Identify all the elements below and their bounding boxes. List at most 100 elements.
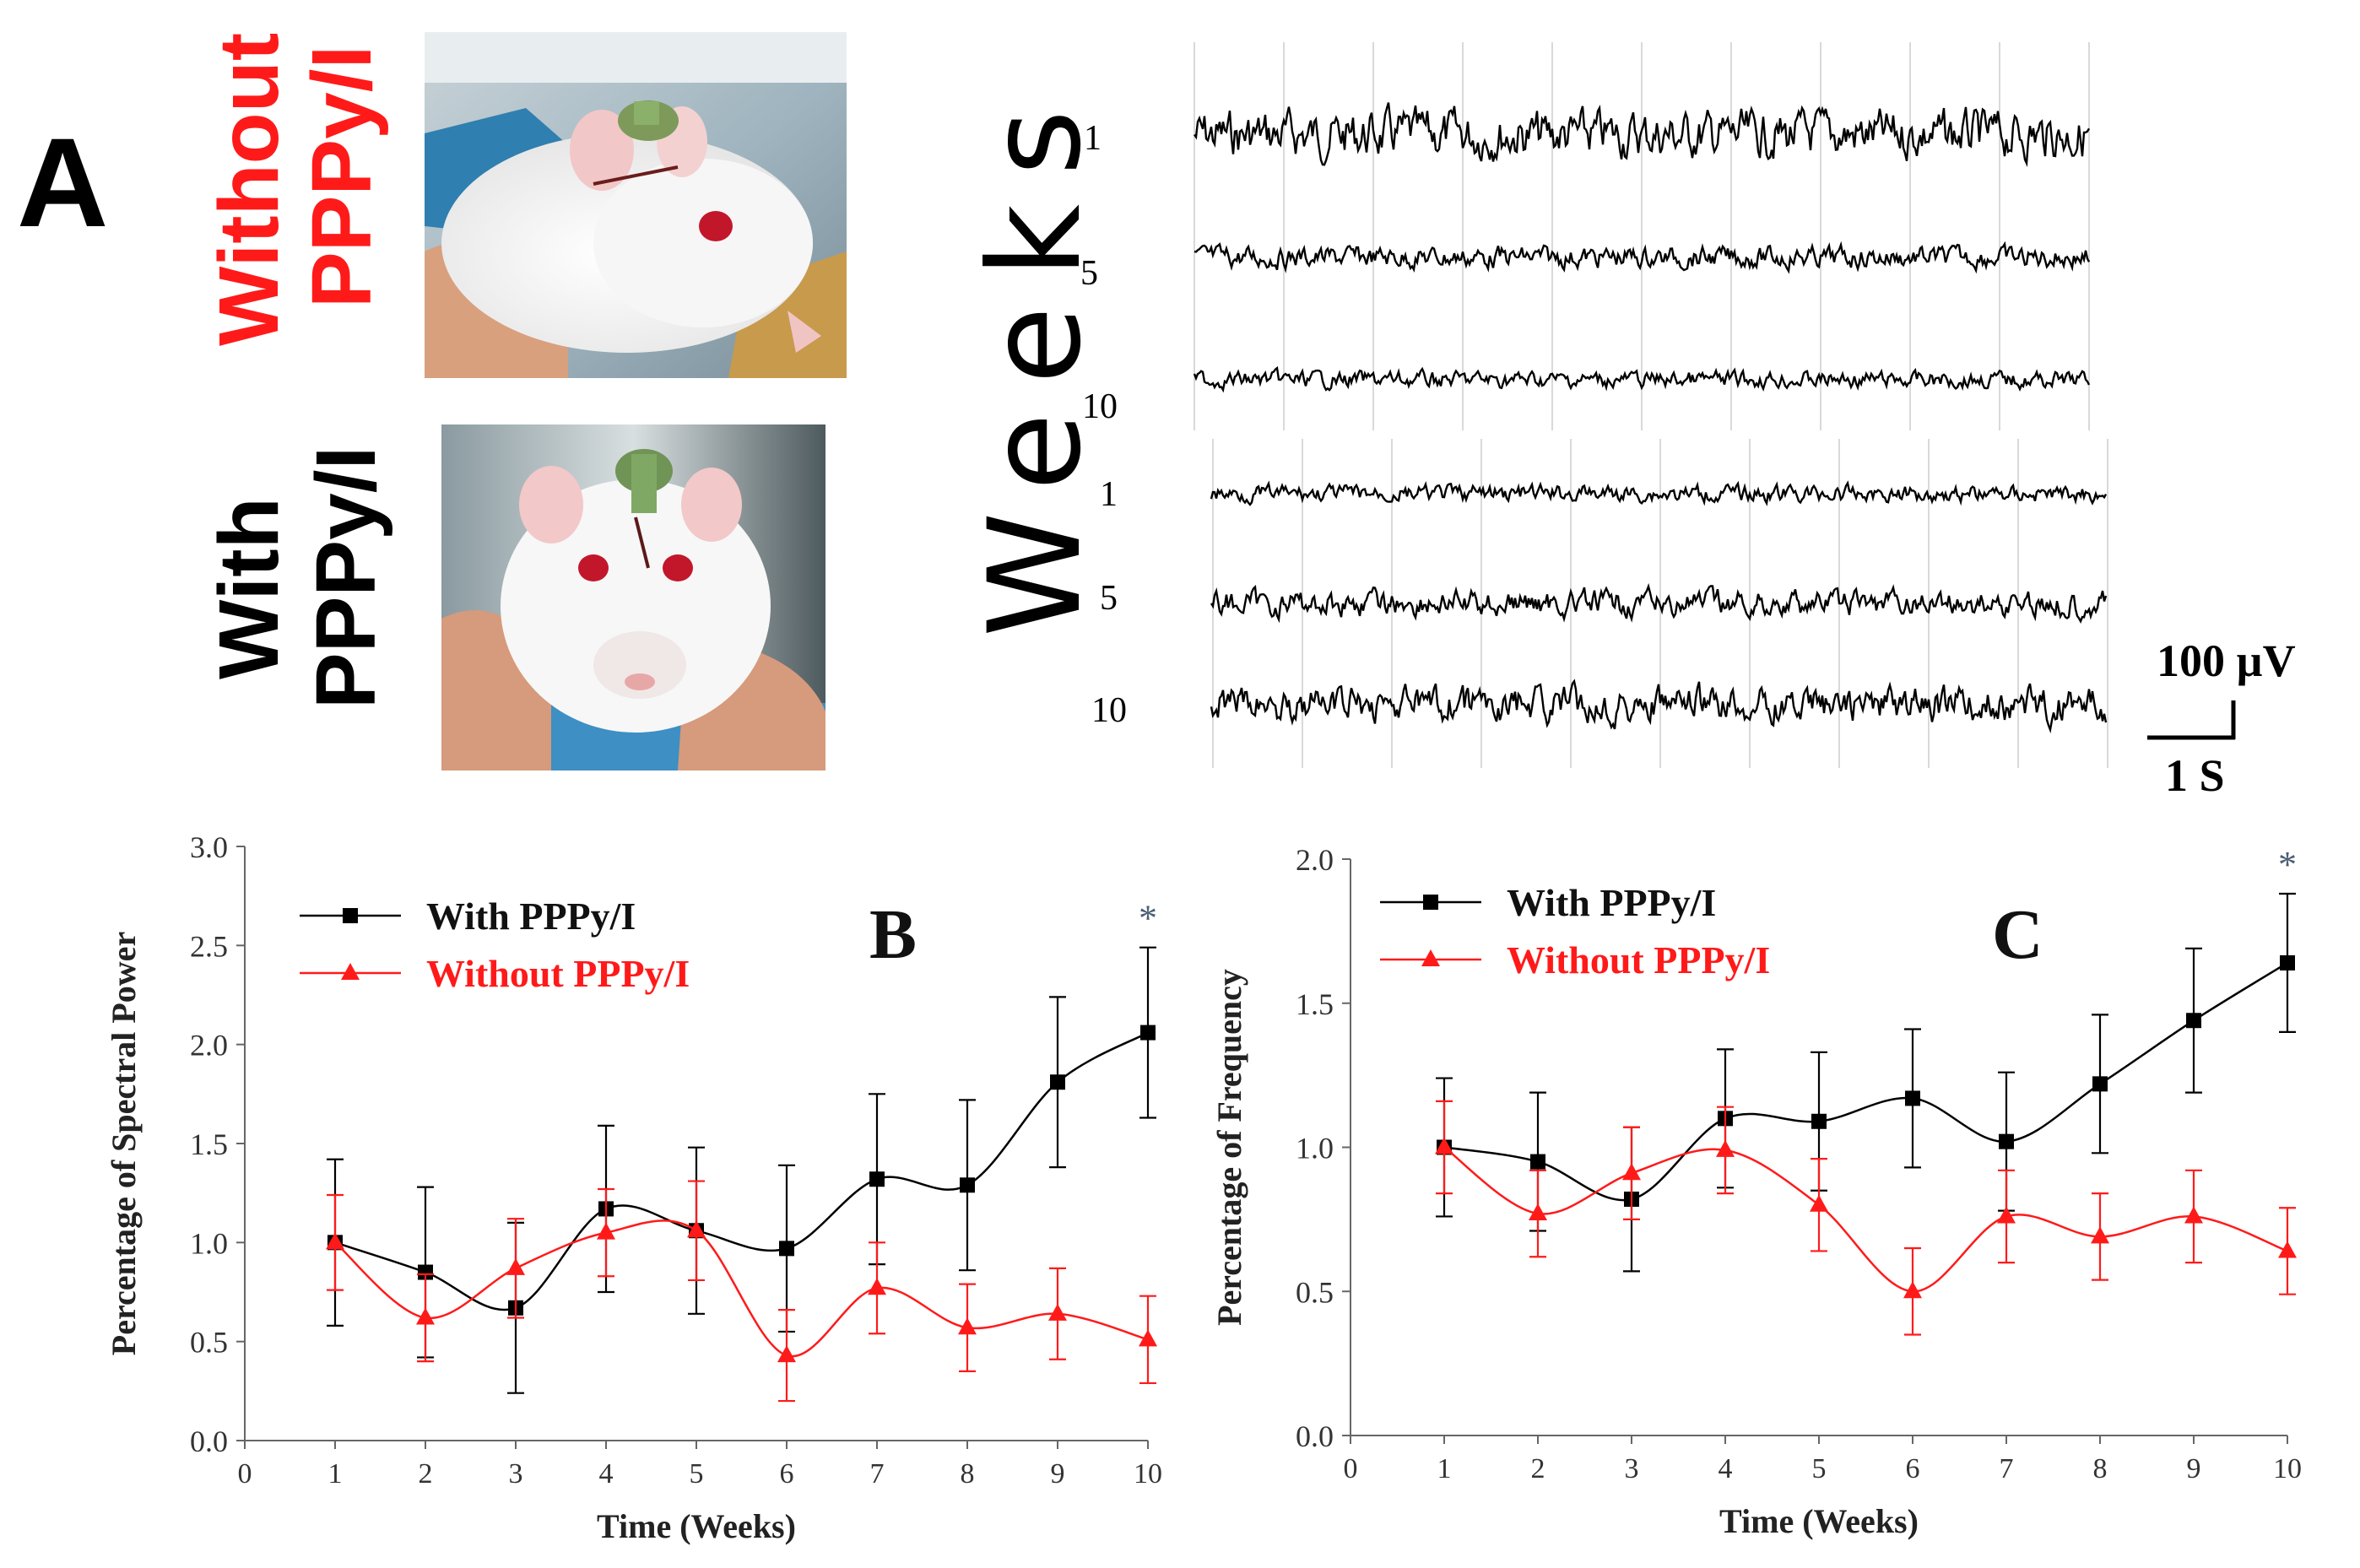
series-line-without xyxy=(1443,1146,2288,1293)
legend-label-without: Without PPPy/I xyxy=(1507,938,1770,981)
data-point-with xyxy=(779,1241,794,1257)
x-tick-label: 8 xyxy=(961,1458,975,1490)
data-point-without xyxy=(1716,1139,1735,1157)
x-tick-label: 0 xyxy=(1344,1453,1358,1484)
x-tick-label: 0 xyxy=(238,1458,252,1490)
chart-c: 0.0 0.5 1.0 1.5 2.0 0 1 2 3 4 5 6 7 8 9 10 Time (Weeks) P… xyxy=(1210,843,2302,1540)
week-label-without-10: 10 xyxy=(1082,387,1118,426)
eeg-trace-with-week-5 xyxy=(1210,582,2108,624)
data-point-with xyxy=(960,1177,975,1193)
x-tick-label: 10 xyxy=(2273,1453,2302,1484)
panel-letter: C xyxy=(1992,895,2043,974)
data-point-without xyxy=(1622,1163,1641,1181)
x-axis-label: Time (Weeks) xyxy=(1719,1502,1919,1540)
data-point-without xyxy=(777,1345,796,1363)
week-label-with-1: 1 xyxy=(1100,475,1118,514)
data-point-with xyxy=(2092,1076,2108,1092)
data-point-without xyxy=(1903,1281,1922,1299)
data-point-without xyxy=(1048,1303,1067,1321)
data-point-with xyxy=(2186,1013,2201,1029)
data-point-with xyxy=(418,1264,433,1280)
panel-a-letter: A xyxy=(17,111,109,253)
y-tick-label: 0.5 xyxy=(1296,1275,1334,1309)
data-point-with xyxy=(2280,954,2295,971)
without-label-line1: Without xyxy=(202,32,296,346)
x-tick-label: 4 xyxy=(1719,1453,1733,1484)
legend-marker xyxy=(1421,949,1440,966)
x-tick-label: 2 xyxy=(419,1458,433,1490)
with-label-line2: PPPy/I xyxy=(299,446,393,709)
x-tick-label: 7 xyxy=(2000,1453,2014,1484)
data-point-without xyxy=(2278,1241,2297,1258)
data-point-with xyxy=(1811,1113,1827,1129)
eeg-trace-without-week-5 xyxy=(1194,241,2091,274)
panel-letter: B xyxy=(869,895,917,974)
significance-marker: * xyxy=(2278,844,2297,885)
without-label-line2: PPPy/I xyxy=(295,45,389,308)
data-point-with xyxy=(1999,1133,2014,1149)
series-line-with xyxy=(1443,961,2288,1202)
data-point-without xyxy=(2091,1226,2109,1244)
y-tick-label: 2.0 xyxy=(190,1029,228,1062)
x-tick-label: 8 xyxy=(2093,1453,2108,1484)
y-tick-label: 1.5 xyxy=(190,1127,228,1161)
eeg-trace-with-week-1 xyxy=(1210,480,2108,506)
y-tick-label: 0.0 xyxy=(1296,1419,1334,1453)
series-line-with xyxy=(334,1031,1149,1311)
scale-bar-amplitude: 100 µV xyxy=(2157,635,2296,686)
eeg-traces xyxy=(1193,42,2108,768)
data-point-without xyxy=(958,1317,977,1335)
data-point-without xyxy=(506,1257,525,1275)
data-point-without xyxy=(597,1222,615,1240)
y-tick-label: 1.0 xyxy=(1296,1132,1334,1165)
y-tick-label: 1.5 xyxy=(1296,987,1334,1021)
y-tick-label: 2.5 xyxy=(190,929,228,963)
data-point-without xyxy=(416,1307,435,1325)
x-tick-label: 3 xyxy=(509,1458,523,1490)
data-point-without xyxy=(868,1278,886,1295)
x-axis-label: Time (Weeks) xyxy=(597,1507,796,1545)
rat-photo-without xyxy=(425,32,847,378)
x-tick-label: 5 xyxy=(690,1458,704,1490)
data-point-with xyxy=(1140,1025,1156,1041)
eeg-trace-with-week-10 xyxy=(1210,679,2108,734)
y-tick-label: 2.0 xyxy=(1296,843,1334,877)
data-point-without xyxy=(1435,1137,1453,1154)
x-tick-label: 6 xyxy=(780,1458,794,1490)
significance-marker: * xyxy=(1139,898,1157,939)
y-tick-label: 1.0 xyxy=(190,1226,228,1260)
data-point-with xyxy=(869,1171,885,1187)
x-tick-label: 1 xyxy=(328,1458,343,1490)
x-tick-label: 3 xyxy=(1625,1453,1639,1484)
data-point-with xyxy=(1530,1154,1545,1170)
series-line-without xyxy=(334,1219,1149,1358)
legend-marker xyxy=(1423,895,1438,910)
y-axis-label: Percentage of Spectral Power xyxy=(105,932,143,1355)
week-label-with-10: 10 xyxy=(1091,691,1127,730)
legend-label-with: With PPPy/I xyxy=(426,895,636,938)
data-point-with xyxy=(1905,1090,1920,1106)
y-tick-label: 0.5 xyxy=(190,1326,228,1360)
x-tick-label: 4 xyxy=(599,1458,614,1490)
with-label-line1: With xyxy=(202,497,296,679)
data-point-without xyxy=(687,1220,706,1238)
y-tick-label: 3.0 xyxy=(190,830,228,864)
scale-bar-time: 1 S xyxy=(2165,750,2225,801)
y-tick-label: 0.0 xyxy=(190,1425,228,1458)
data-point-without xyxy=(1997,1206,2016,1224)
legend-label-without: Without PPPy/I xyxy=(426,952,690,995)
data-point-without xyxy=(2184,1206,2203,1224)
x-tick-label: 6 xyxy=(1906,1453,1920,1484)
eeg-trace-without-week-1 xyxy=(1194,102,2091,168)
legend-marker xyxy=(343,908,358,923)
x-tick-label: 10 xyxy=(1134,1458,1162,1490)
weeks-axis-label: Weeks xyxy=(962,80,1109,637)
chart-b: 0.0 0.5 1.0 1.5 2.0 2.5 3.0 0 1 2 3 4 5 6 7 8 9 10 Time (W… xyxy=(105,830,1162,1545)
week-label-without-1: 1 xyxy=(1084,119,1102,158)
legend-label-with: With PPPy/I xyxy=(1507,881,1716,924)
data-point-with xyxy=(1050,1074,1065,1090)
legend-marker xyxy=(341,963,360,980)
x-tick-label: 5 xyxy=(1812,1453,1827,1484)
x-tick-label: 9 xyxy=(1051,1458,1065,1490)
data-point-without xyxy=(1529,1203,1547,1221)
